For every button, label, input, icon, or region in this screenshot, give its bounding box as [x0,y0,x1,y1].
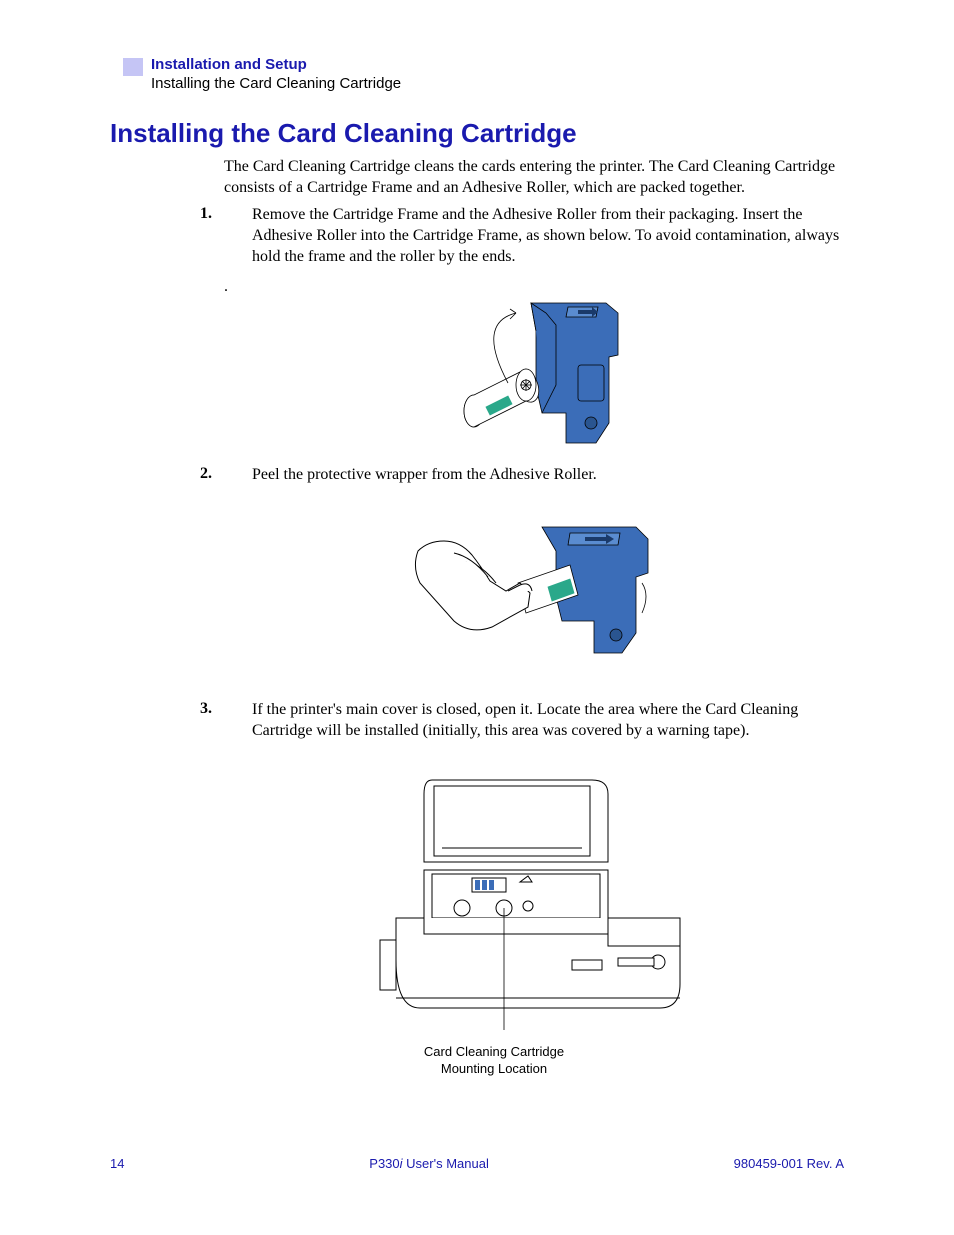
step-1-number: 1. [200,205,212,223]
step-2-number: 2. [200,465,212,483]
figure-3-printer-open [372,770,696,1030]
footer-manual-title: P330i User's Manual [369,1156,489,1171]
header-section-title: Installing the Card Cleaning Cartridge [151,75,401,92]
page-footer: 14 P330i User's Manual 980459-001 Rev. A [110,1156,844,1171]
page-header: Installation and Setup Installing the Ca… [123,56,401,92]
step-3: 3. If the printer's main cover is closed… [224,700,844,742]
figure-2-peel-wrapper [410,505,658,661]
step-3-number: 3. [200,700,212,718]
intro-paragraph: The Card Cleaning Cartridge cleans the c… [224,157,844,199]
step-1-text: Remove the Cartridge Frame and the Adhes… [224,205,844,267]
step-1: 1. Remove the Cartridge Frame and the Ad… [224,205,844,267]
header-chapter-title: Installation and Setup [151,56,401,73]
step-2-text: Peel the protective wrapper from the Adh… [224,465,844,486]
figure-3-caption: Card Cleaning Cartridge Mounting Locatio… [420,1044,568,1078]
step-2: 2. Peel the protective wrapper from the … [224,465,844,486]
figure-1-cartridge-assembly [436,295,632,447]
footer-page-number: 14 [110,1156,124,1171]
section-heading: Installing the Card Cleaning Cartridge [110,118,577,149]
footer-revision: 980459-001 Rev. A [734,1156,844,1171]
header-text-block: Installation and Setup Installing the Ca… [151,56,401,92]
stray-dot: . [224,278,228,296]
header-accent-bar [123,58,143,76]
step-3-text: If the printer's main cover is closed, o… [224,700,844,742]
